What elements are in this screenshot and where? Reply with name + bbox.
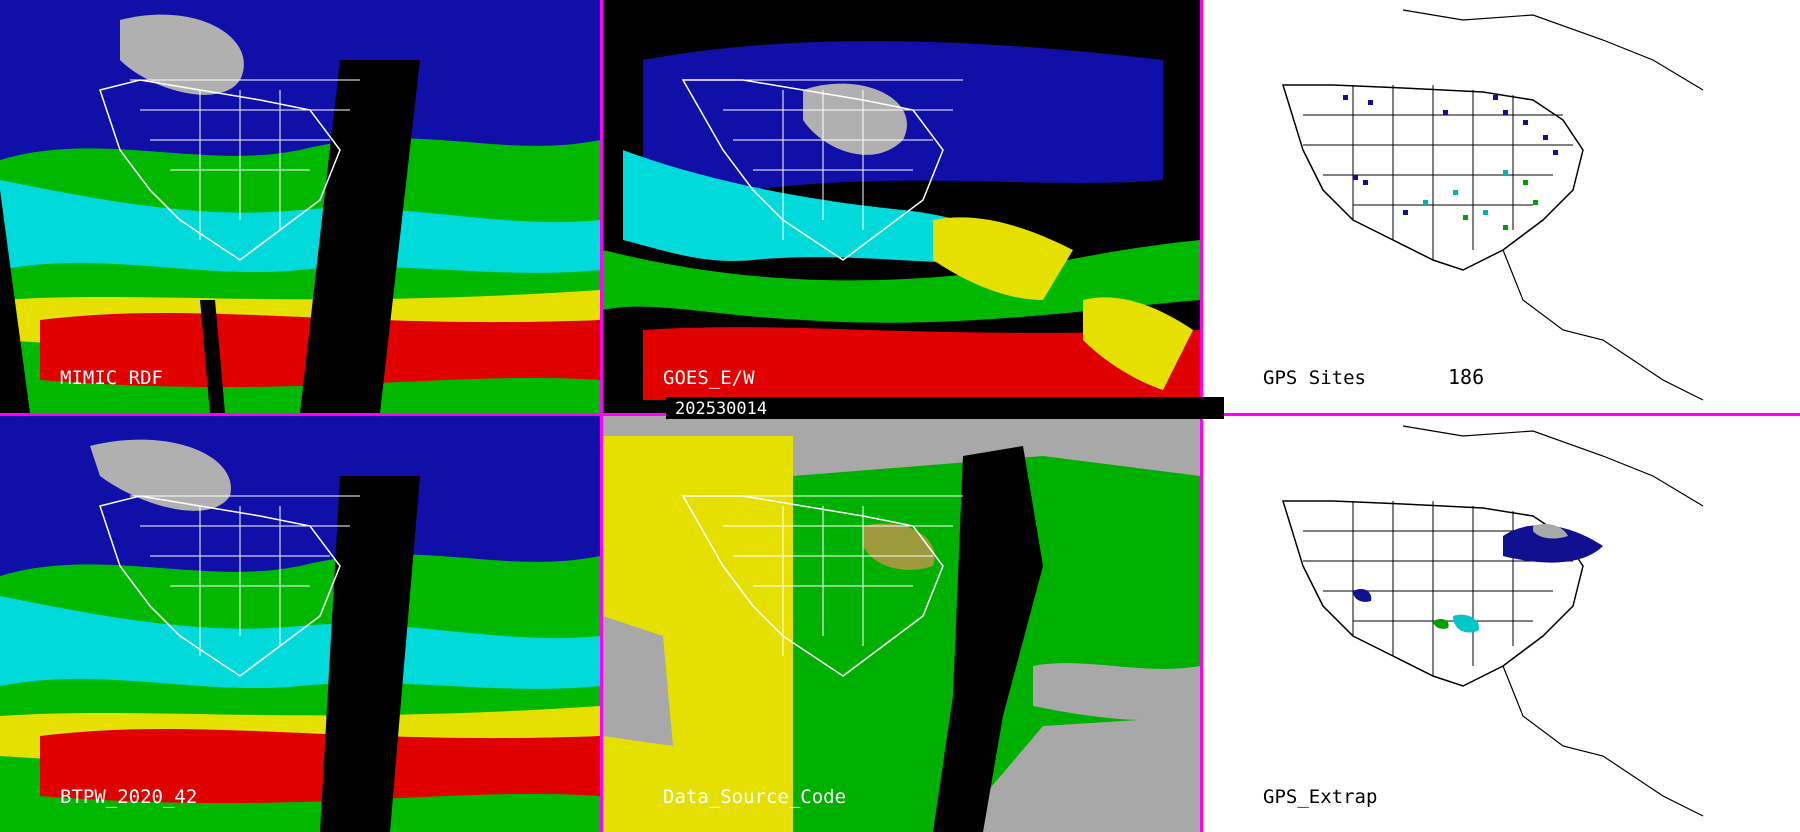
panel-label: GPS Sites <box>1263 367 1366 389</box>
goes-tpw-map <box>603 0 1200 413</box>
gps-site-count: 186 <box>1448 365 1485 389</box>
vertical-divider-left <box>600 0 603 832</box>
gps-extrap-map <box>1281 425 1704 817</box>
panel-gps-sites: GPS Sites 186 <box>1203 0 1800 413</box>
mimic-tpw-map <box>0 0 600 413</box>
panel-label: GPS_Extrap <box>1263 786 1378 808</box>
panel-goes: GOES_E/W <box>603 0 1200 413</box>
panel-label: GOES_E/W <box>663 367 755 389</box>
panel-mimic-rdf: MIMIC RDF <box>0 0 600 413</box>
panel-btpw: BTPW_2020_42 <box>0 416 600 832</box>
panel-label: Data_Source_Code <box>663 786 847 808</box>
panel-label: MIMIC RDF <box>60 367 163 389</box>
gps-sites-map <box>1281 9 1704 401</box>
data-source-map <box>603 416 1200 832</box>
btpw-tpw-map <box>0 416 600 832</box>
panel-gps-extrap: GPS_Extrap <box>1203 416 1800 832</box>
panel-data-source-code: Data_Source_Code <box>603 416 1200 832</box>
timestamp-bar <box>666 397 1224 419</box>
panel-label: BTPW_2020_42 <box>60 786 198 808</box>
timestamp: 202530014 <box>675 399 768 419</box>
